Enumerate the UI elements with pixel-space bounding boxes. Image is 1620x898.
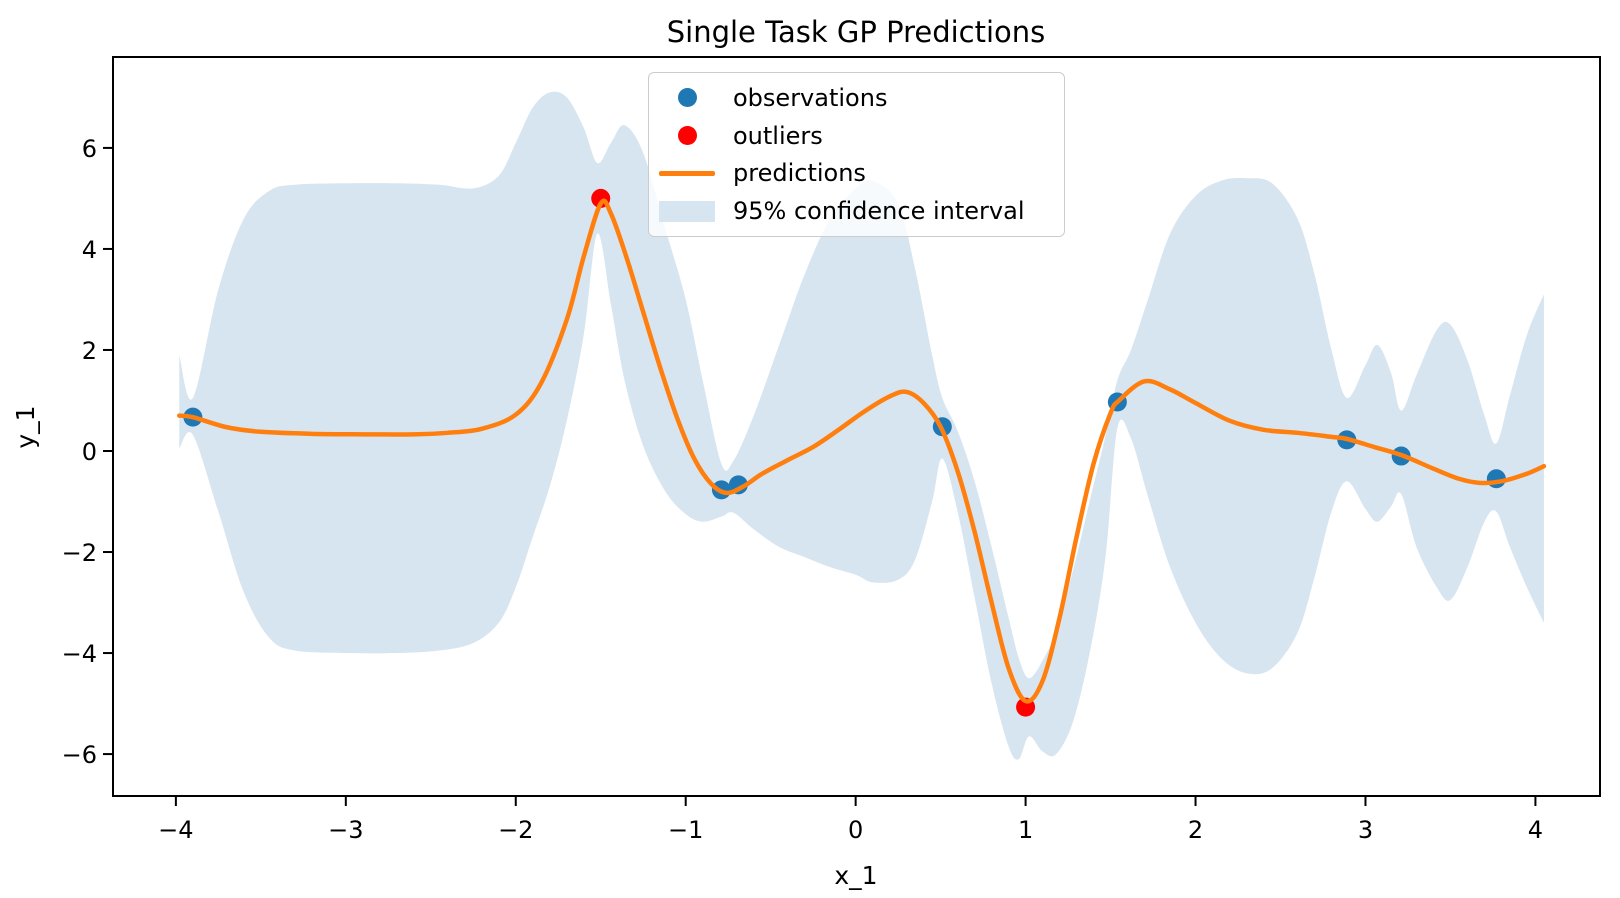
y-axis-label: y_1 [11,405,40,448]
x-tick-label: 3 [1358,816,1373,844]
x-tick-label: 4 [1528,816,1543,844]
legend-item-predictions: predictions [649,155,1064,193]
predictions-line-icon [659,170,715,176]
legend-item-outliers: outliers [649,117,1064,155]
legend-label: observations [733,83,888,112]
y-tick-label: 6 [82,135,97,163]
y-tick-label: −4 [62,640,97,668]
x-tick-label: −2 [498,816,533,844]
x-tick-label: −1 [668,816,703,844]
predictions-line [177,198,1547,704]
y-tick-label: 4 [82,236,97,264]
legend-item-observations: observations [649,79,1064,117]
chart-title: Single Task GP Predictions [667,15,1046,49]
y-tick-label: −6 [62,741,97,769]
outliers-dot-icon [677,126,697,146]
x-axis-ticks: −4 −3 −2 −1 0 1 2 3 4 [158,796,1543,844]
legend-item-confidence-interval: 95% confidence interval [649,192,1064,230]
x-tick-label: 1 [1018,816,1033,844]
x-tick-label: 2 [1188,816,1203,844]
x-tick-label: −3 [328,816,363,844]
legend: observations outliers predictions 95% co… [648,72,1065,237]
legend-label: predictions [733,159,866,188]
y-axis-ticks: −6 −4 −2 0 2 4 6 [62,135,113,769]
y-tick-label: −2 [62,539,97,567]
x-axis-label: x_1 [834,861,877,890]
observations-dot-icon [677,88,697,108]
y-tick-label: 2 [82,337,97,365]
confidence-interval-patch-icon [659,200,715,222]
y-tick-label: 0 [82,438,97,466]
x-tick-label: −4 [158,816,193,844]
confidence-band-area [179,91,1544,760]
x-tick-label: 0 [848,816,863,844]
legend-label: 95% confidence interval [733,197,1025,226]
legend-label: outliers [733,121,823,150]
